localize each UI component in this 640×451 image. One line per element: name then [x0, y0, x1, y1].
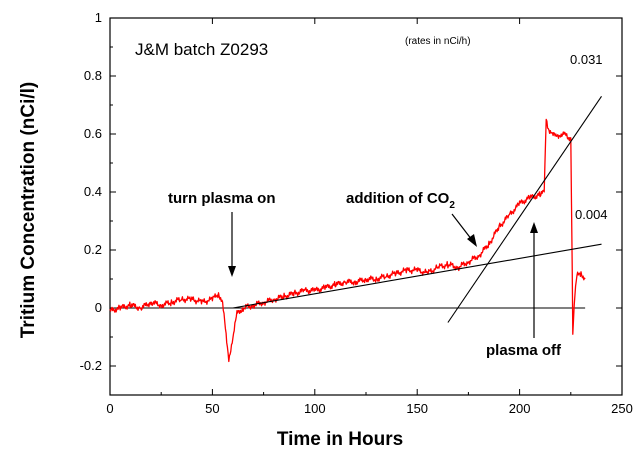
y-tick-label: 0.8 [84, 68, 102, 83]
y-tick-label: 0 [95, 300, 102, 315]
x-tick-label: 150 [406, 401, 428, 416]
co2-label-text: addition of CO [346, 190, 450, 207]
plasma-on-arrowhead [228, 266, 236, 277]
co2-label-sub: 2 [449, 200, 455, 211]
x-tick-label: 200 [509, 401, 531, 416]
y-axis-title: Tritium Concentration (nCi/l) [18, 82, 39, 339]
chart-title: J&M batch Z0293 [135, 40, 268, 59]
co2-label: addition of CO2 [346, 190, 455, 211]
plasma-on-label: turn plasma on [168, 190, 276, 207]
x-axis-title: Time in Hours [277, 429, 403, 450]
rates-note: (rates in nCi/h) [405, 36, 471, 47]
co2-arrowhead [467, 234, 477, 247]
y-tick-label: 0.4 [84, 184, 102, 199]
x-tick-label: 250 [611, 401, 633, 416]
rate-label-shallow: 0.004 [575, 207, 608, 222]
y-tick-label: 0.6 [84, 126, 102, 141]
x-tick-label: 0 [106, 401, 113, 416]
plasma-off-arrowhead [530, 222, 538, 233]
x-tick-label: 100 [304, 401, 326, 416]
measured-series-line [109, 118, 586, 363]
plasma-off-label: plasma off [486, 342, 562, 359]
y-tick-label: 0.2 [84, 242, 102, 257]
plot-axes: 0 50 100 150 200 250 -0.2 0 0.2 0.4 0.6 0.8 1 [80, 10, 633, 416]
rate-label-steep: 0.031 [570, 52, 603, 67]
annotation-layer: J&M batch Z0293 (rates in nCi/h) 0.031 0… [135, 36, 608, 359]
y-tick-label: -0.2 [80, 358, 102, 373]
y-tick-label: 1 [95, 10, 102, 25]
x-tick-label: 50 [205, 401, 219, 416]
fit-line-shallow [232, 243, 602, 309]
series-layer [109, 95, 602, 363]
fit-line-steep [447, 95, 602, 323]
co2-arrow [451, 213, 473, 241]
